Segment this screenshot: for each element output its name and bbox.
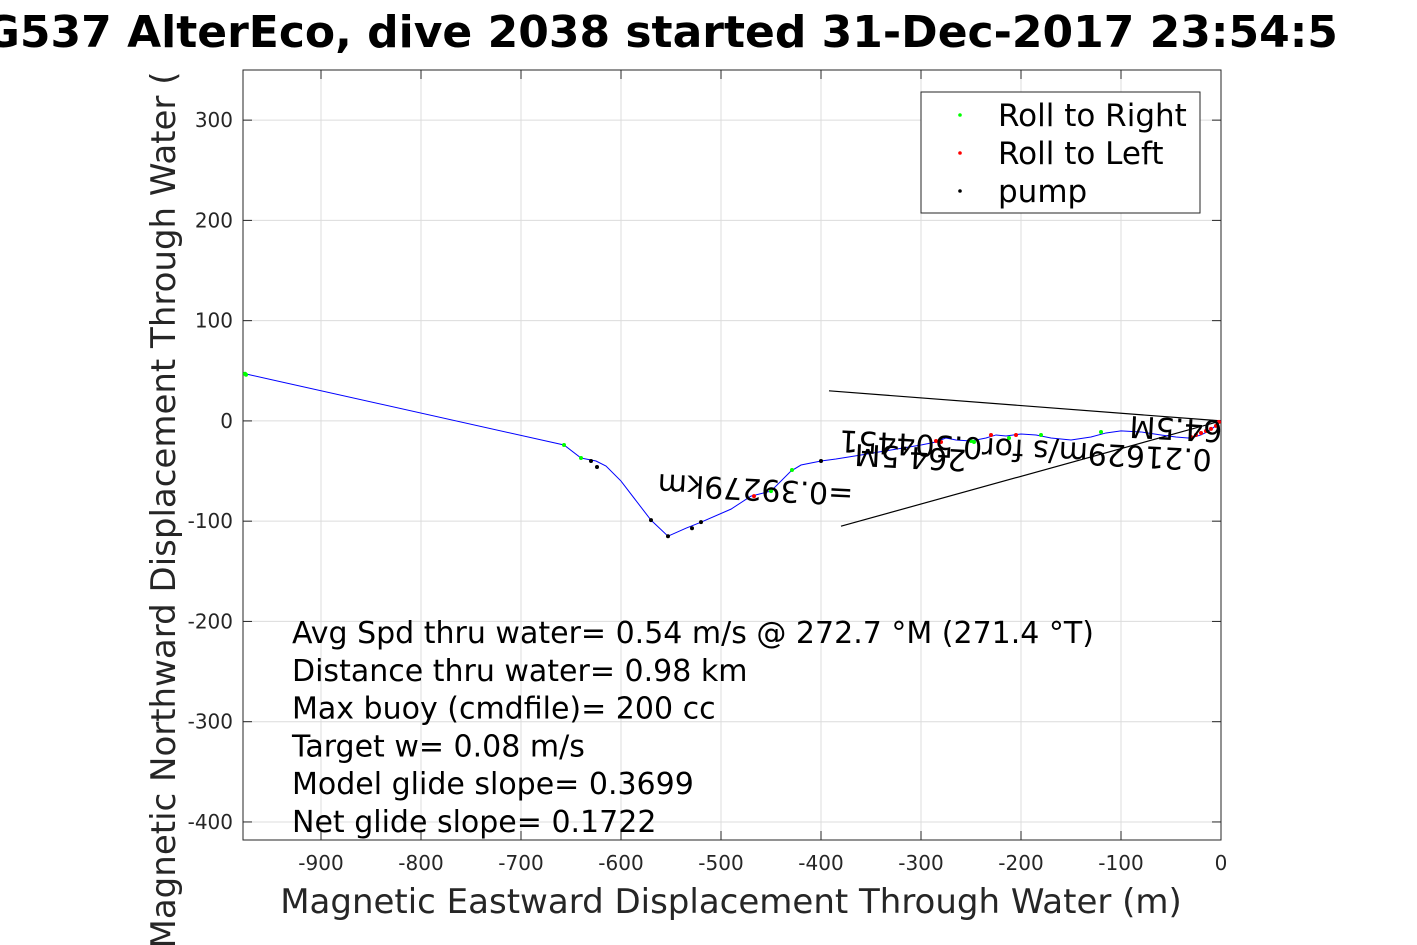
roll-left-point bbox=[1014, 432, 1018, 437]
x-tick-label: -100 bbox=[1098, 851, 1143, 875]
y-tick-label: -100 bbox=[188, 509, 233, 533]
annotation-line: Max buoy (cmdfile)= 200 cc bbox=[292, 692, 716, 727]
roll-right-point bbox=[1007, 435, 1011, 440]
heading-label: 264.5M bbox=[854, 436, 967, 477]
legend-label: pump bbox=[998, 174, 1087, 210]
legend-marker bbox=[958, 113, 962, 117]
roll-left-point bbox=[1204, 428, 1208, 433]
x-tick-label: -300 bbox=[898, 851, 943, 875]
pump-point bbox=[589, 459, 593, 464]
chart-title: SG537 AlterEco, dive 2038 started 31-Dec… bbox=[0, 7, 1338, 58]
roll-left-point bbox=[1214, 423, 1218, 428]
x-axis-label: Magnetic Eastward Displacement Through W… bbox=[280, 882, 1182, 922]
roll-left-point bbox=[1199, 430, 1203, 435]
y-tick-label: -200 bbox=[188, 609, 233, 633]
legend-label: Roll to Left bbox=[998, 136, 1164, 172]
roll-right-point bbox=[972, 439, 976, 444]
data-layer: 0.21629m/s for0.504451264.5M264.5M=0.392… bbox=[243, 371, 1242, 539]
x-tick-label: -500 bbox=[698, 851, 743, 875]
pump-point bbox=[699, 520, 703, 525]
x-tick-label: -400 bbox=[798, 851, 843, 875]
roll-left-point bbox=[1209, 426, 1213, 431]
annotation-line: Target w= 0.08 m/s bbox=[291, 729, 585, 764]
y-tick-label: 100 bbox=[195, 309, 233, 333]
heading-label: 264.5M bbox=[1129, 408, 1242, 449]
x-tick-label: -900 bbox=[298, 851, 343, 875]
pump-point bbox=[649, 518, 653, 523]
roll-right-point bbox=[790, 468, 794, 473]
roll-left-point bbox=[752, 494, 756, 499]
x-tick-label: -800 bbox=[398, 851, 443, 875]
x-tick-label: -200 bbox=[998, 851, 1043, 875]
annotation-line: Distance thru water= 0.98 km bbox=[292, 654, 747, 689]
roll-left-point bbox=[1217, 419, 1221, 424]
legend-box bbox=[920, 91, 1201, 214]
roll-right-point bbox=[969, 438, 973, 443]
annotation-line: Net glide slope= 0.1722 bbox=[292, 805, 656, 840]
legend-marker bbox=[958, 151, 962, 155]
legend-label: Roll to Right bbox=[998, 98, 1187, 134]
roll-right-point bbox=[769, 489, 773, 494]
roll-left-point bbox=[1189, 434, 1193, 439]
pump-point bbox=[666, 534, 670, 539]
y-tick-label: 300 bbox=[195, 108, 233, 132]
roll-left-point bbox=[989, 432, 993, 437]
legend-marker bbox=[958, 189, 962, 193]
roll-right-point bbox=[1039, 432, 1043, 437]
annotation-line: Model glide slope= 0.3699 bbox=[292, 767, 694, 802]
y-tick-label: 200 bbox=[195, 208, 233, 232]
roll-left-point bbox=[934, 438, 938, 443]
pump-point bbox=[819, 459, 823, 464]
pump-point bbox=[690, 526, 694, 531]
roll-right-point bbox=[1099, 429, 1103, 434]
heading-label: =0.39279km bbox=[657, 466, 854, 511]
y-tick-label: 0 bbox=[220, 409, 233, 433]
annotation-line: Avg Spd thru water= 0.54 m/s @ 272.7 °M … bbox=[292, 616, 1094, 651]
y-tick-label: -300 bbox=[188, 710, 233, 734]
pump-point bbox=[595, 465, 599, 470]
y-tick-label: -400 bbox=[188, 810, 233, 834]
roll-left-point bbox=[939, 439, 943, 444]
x-tick-label: -600 bbox=[598, 851, 643, 875]
roll-left-point bbox=[1194, 432, 1198, 437]
track-line bbox=[244, 373, 1221, 537]
axes-box bbox=[242, 69, 1222, 841]
roll-right-point bbox=[244, 372, 248, 377]
roll-right-point bbox=[579, 456, 583, 461]
reference-line bbox=[828, 390, 1221, 422]
y-axis-label: Magnetic Northward Displacement Through … bbox=[144, 72, 184, 945]
roll-right-point bbox=[562, 442, 566, 447]
x-tick-label: -700 bbox=[498, 851, 543, 875]
summary-annotations: Avg Spd thru water= 0.54 m/s @ 272.7 °M … bbox=[291, 616, 1094, 840]
reference-line bbox=[840, 420, 1221, 527]
x-tick-label: 0 bbox=[1215, 851, 1228, 875]
